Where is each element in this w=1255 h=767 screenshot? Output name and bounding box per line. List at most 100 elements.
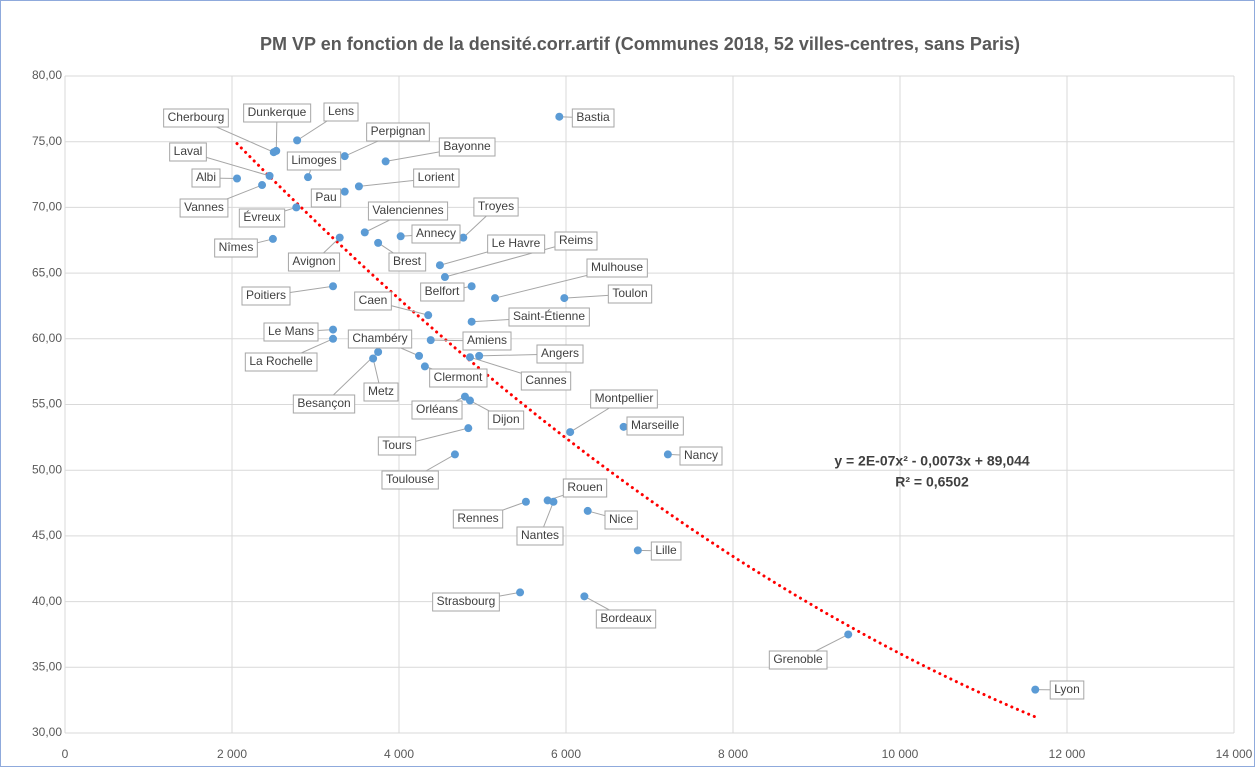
point bbox=[303, 173, 312, 182]
x-tick-label: 12 000 bbox=[1049, 747, 1086, 761]
grid bbox=[64, 75, 1235, 734]
point bbox=[580, 592, 589, 601]
label-box bbox=[214, 238, 258, 258]
x-tick-label: 0 bbox=[62, 747, 69, 761]
trendline-r2: R² = 0,6502 bbox=[895, 474, 969, 490]
point bbox=[329, 282, 338, 291]
label-box bbox=[554, 231, 598, 251]
label-box bbox=[292, 394, 356, 414]
leader-line bbox=[444, 240, 577, 278]
point bbox=[374, 238, 383, 247]
point-label: Rennes bbox=[457, 511, 498, 525]
point bbox=[464, 424, 473, 433]
point bbox=[549, 497, 558, 506]
label-box bbox=[562, 478, 608, 498]
point-label: Cannes bbox=[525, 373, 566, 387]
point-label: Caen bbox=[359, 293, 388, 307]
y-tick-label: 80,00 bbox=[32, 68, 62, 82]
y-tick-label: 55,00 bbox=[32, 397, 62, 411]
point-label: Nantes bbox=[521, 528, 559, 542]
label-box bbox=[679, 446, 723, 466]
label-box bbox=[429, 368, 488, 388]
point-label: Cherbourg bbox=[168, 110, 225, 124]
label-box bbox=[768, 650, 828, 670]
point bbox=[381, 157, 390, 166]
label-box bbox=[366, 122, 430, 142]
x-tick-label: 6 000 bbox=[551, 747, 581, 761]
y-tick-label: 40,00 bbox=[32, 594, 62, 608]
point-label: Amiens bbox=[467, 333, 507, 347]
point bbox=[329, 325, 338, 334]
point-label: Reims bbox=[559, 233, 593, 247]
y-tick-label: 65,00 bbox=[32, 265, 62, 279]
y-tick-label: 75,00 bbox=[32, 134, 62, 148]
point-label: Clermont bbox=[434, 370, 483, 384]
point-label: La Rochelle bbox=[249, 354, 313, 368]
y-tick-label: 30,00 bbox=[32, 725, 62, 739]
point-label: Nice bbox=[609, 512, 633, 526]
chart-title: PM VP en fonction de la densité.corr.art… bbox=[260, 34, 1020, 54]
point bbox=[420, 362, 429, 371]
label-box bbox=[432, 592, 500, 612]
label-box bbox=[287, 252, 341, 272]
label-box bbox=[179, 198, 229, 218]
label-box bbox=[413, 168, 460, 188]
y-tick-label: 50,00 bbox=[32, 462, 62, 476]
label-box bbox=[363, 382, 399, 402]
label-box bbox=[411, 400, 463, 420]
points bbox=[233, 112, 1040, 694]
point bbox=[292, 203, 301, 212]
point-label: Le Havre bbox=[492, 236, 541, 250]
y-tick-label: 35,00 bbox=[32, 659, 62, 673]
point bbox=[329, 334, 338, 343]
point-label: Bordeaux bbox=[600, 611, 651, 625]
point-label: Lens bbox=[328, 104, 354, 118]
point bbox=[521, 497, 530, 506]
label-box bbox=[462, 331, 512, 351]
label-box bbox=[590, 389, 658, 409]
point-label: Annecy bbox=[416, 226, 456, 240]
label-box bbox=[420, 282, 465, 302]
label-box bbox=[571, 108, 615, 128]
point-label: Pau bbox=[315, 190, 336, 204]
point bbox=[491, 294, 500, 303]
point bbox=[424, 311, 433, 320]
label-box bbox=[452, 509, 504, 529]
point bbox=[360, 228, 369, 237]
label-box bbox=[238, 208, 286, 228]
point-label: Grenoble bbox=[773, 652, 823, 666]
label-box bbox=[377, 436, 417, 456]
point-label: Limoges bbox=[291, 153, 336, 167]
label-box bbox=[381, 470, 439, 490]
label-box bbox=[438, 137, 496, 157]
point-label: Valenciennes bbox=[372, 203, 443, 217]
label-box bbox=[487, 410, 525, 430]
label-box bbox=[244, 352, 318, 372]
point-label: Lorient bbox=[418, 170, 455, 184]
label-box bbox=[607, 284, 653, 304]
label-box bbox=[323, 102, 359, 122]
label-box bbox=[595, 609, 657, 629]
point-label: Besançon bbox=[297, 396, 350, 410]
point bbox=[265, 171, 274, 180]
label-box bbox=[243, 103, 312, 123]
point bbox=[467, 282, 476, 291]
point-label: Le Mans bbox=[268, 324, 314, 338]
point-label: Dunkerque bbox=[248, 105, 307, 119]
x-tick-label: 4 000 bbox=[384, 747, 414, 761]
point-label: Vannes bbox=[184, 200, 224, 214]
label-box bbox=[388, 252, 427, 272]
point bbox=[340, 152, 349, 161]
label-box bbox=[1049, 680, 1085, 700]
point-label: Montpellier bbox=[595, 391, 654, 405]
label-box bbox=[536, 344, 584, 364]
point bbox=[233, 174, 242, 183]
label-box bbox=[473, 197, 519, 217]
point-label: Strasbourg bbox=[437, 594, 496, 608]
label-box bbox=[169, 142, 207, 162]
label-box bbox=[411, 224, 461, 244]
point-label: Toulon bbox=[612, 286, 647, 300]
point bbox=[583, 506, 592, 515]
point bbox=[435, 261, 444, 270]
point bbox=[258, 181, 267, 190]
